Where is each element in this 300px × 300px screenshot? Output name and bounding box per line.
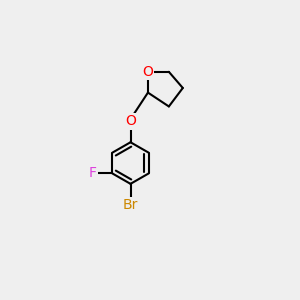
Text: O: O — [125, 115, 136, 128]
Text: O: O — [142, 65, 153, 79]
Text: F: F — [89, 167, 97, 180]
Text: Br: Br — [123, 198, 138, 212]
